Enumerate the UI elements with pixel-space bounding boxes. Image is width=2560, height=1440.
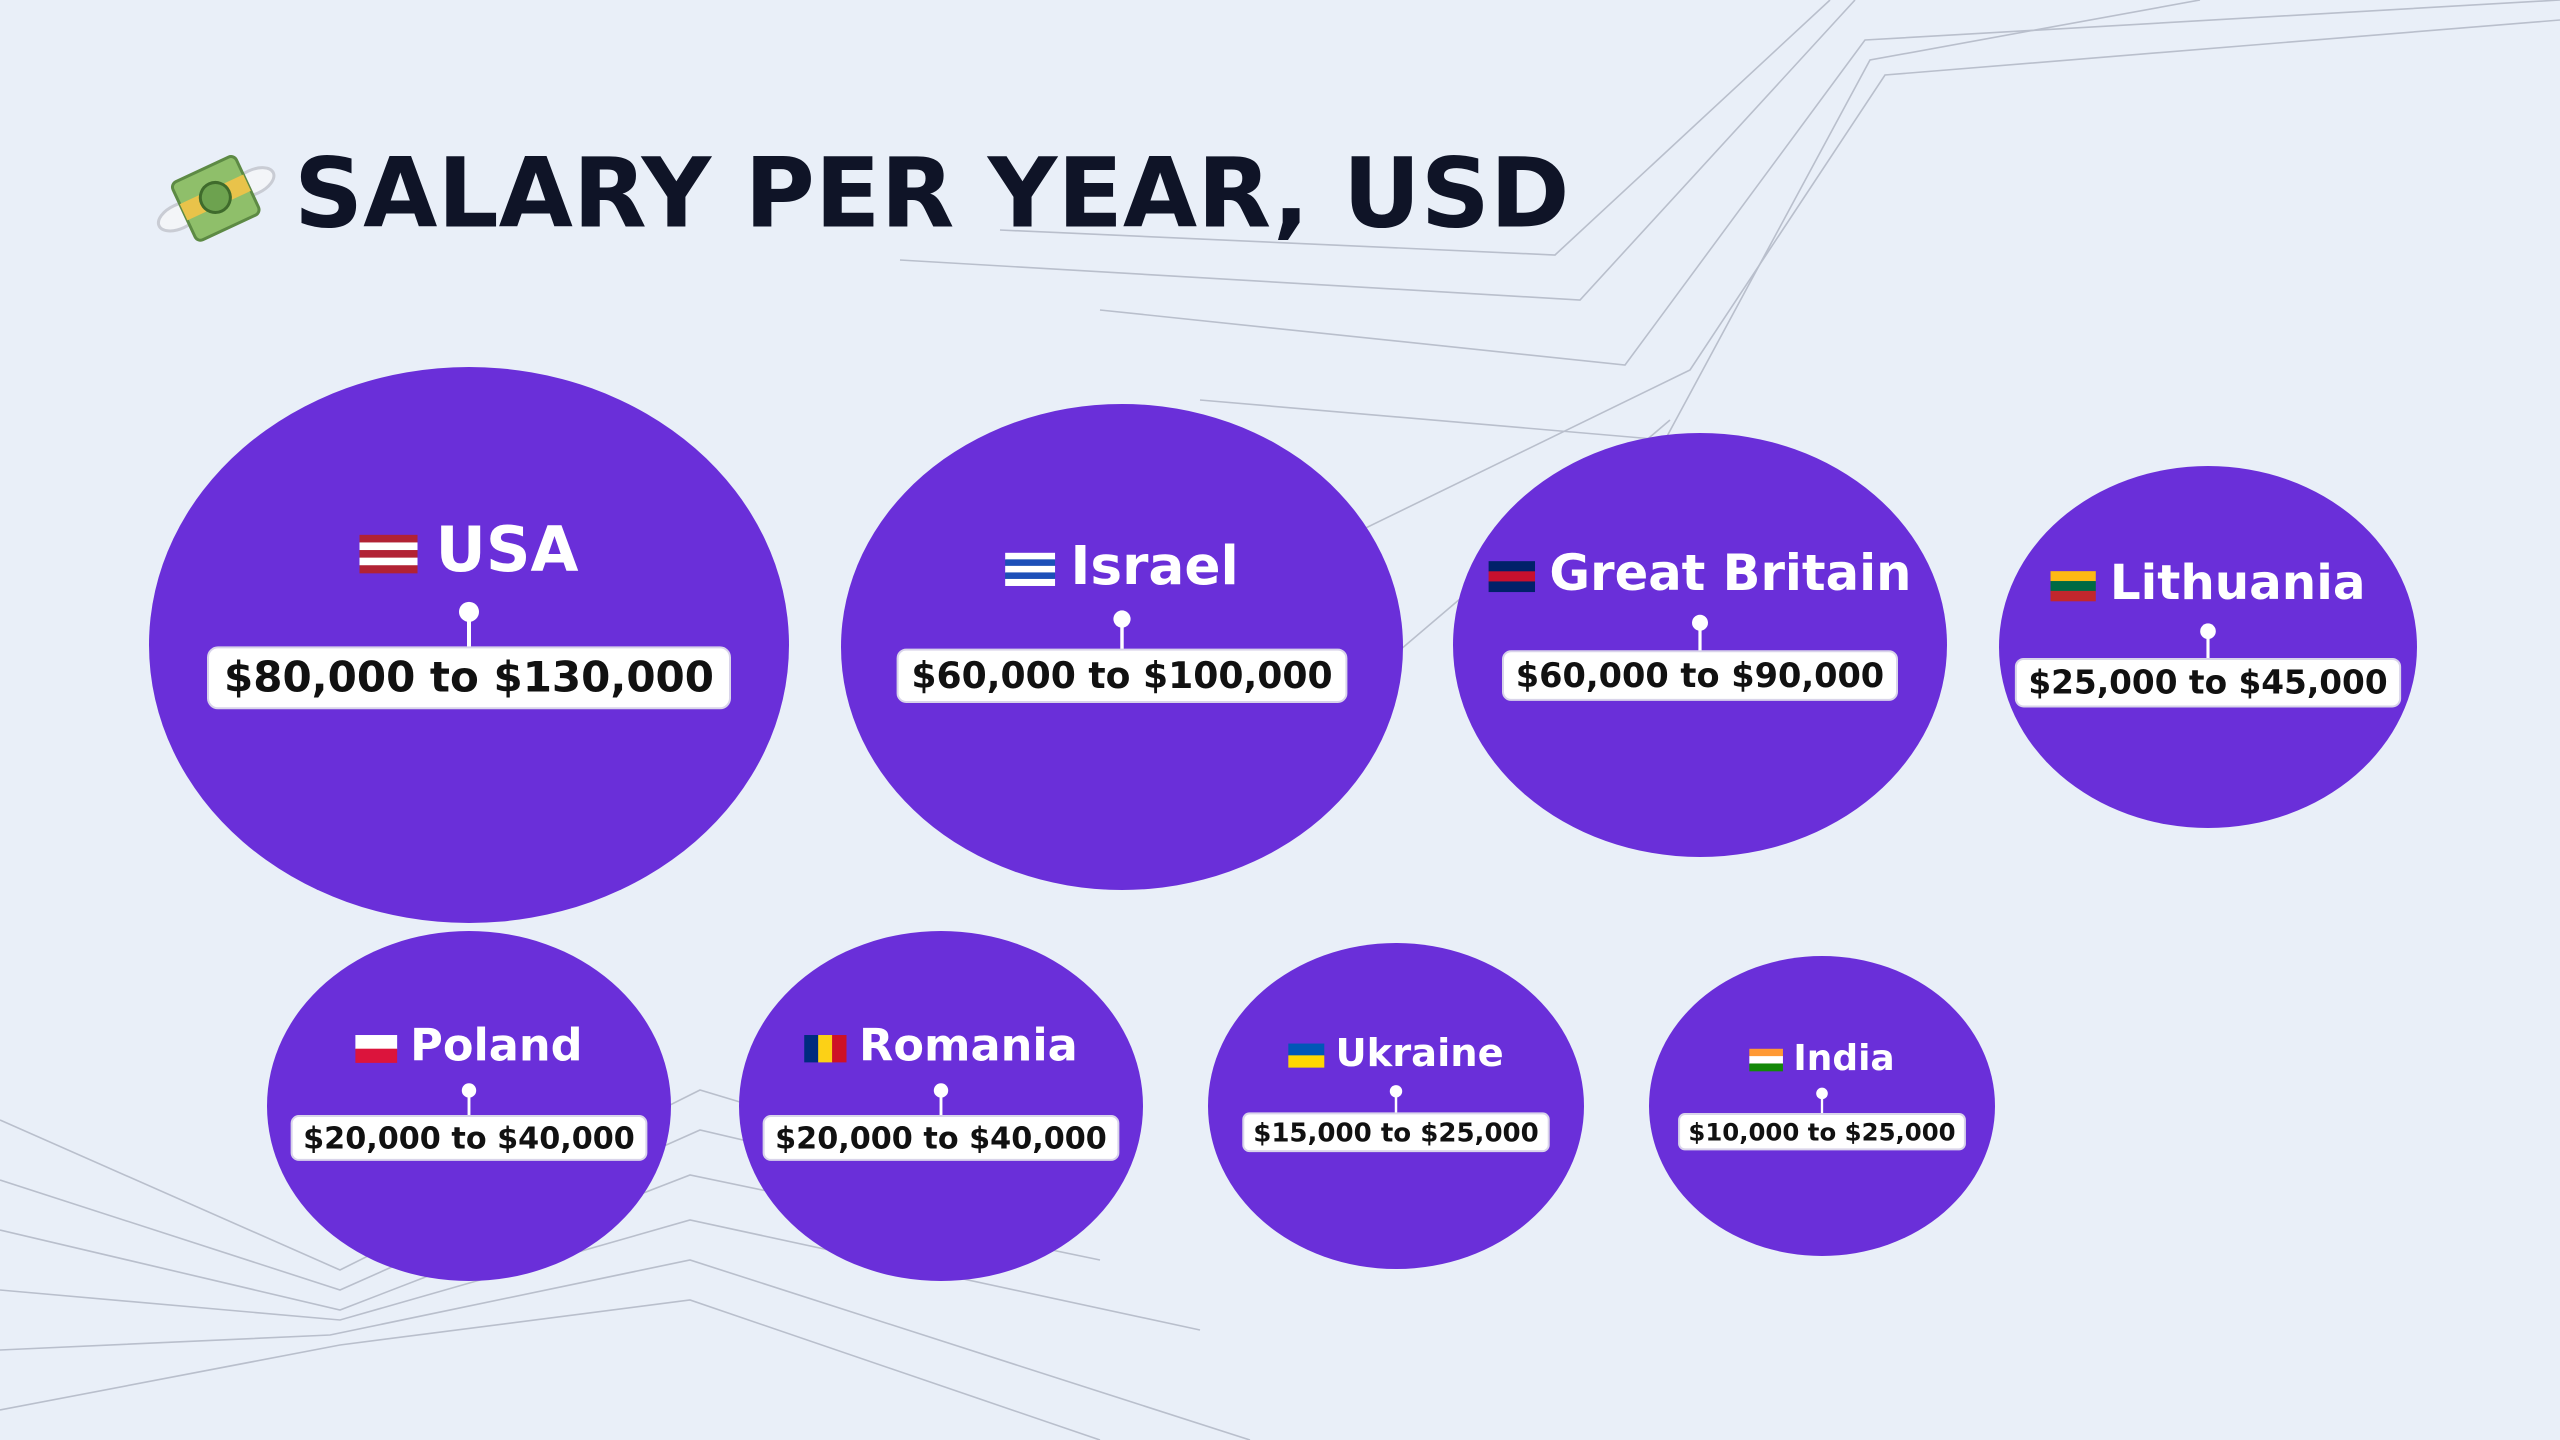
flag-icon (804, 1035, 847, 1063)
country-bubble: Poland $20,000 to $40,000 (267, 931, 671, 1281)
flag-icon (1488, 561, 1536, 593)
flag-icon (359, 534, 418, 574)
flag-icon (2050, 571, 2096, 602)
flag-stripe (804, 1035, 819, 1063)
flag-stripe (359, 542, 418, 551)
flag-stripe (1488, 581, 1536, 593)
flag-stripe (359, 557, 418, 566)
flag-stripe (1488, 561, 1536, 572)
salary-range: $60,000 to $100,000 (911, 654, 1332, 697)
flag-icon (1288, 1043, 1325, 1068)
connector-dot (1692, 614, 1708, 631)
bubbles: USA $80,000 to $130,000 Israel $60,000 to $… (149, 367, 2417, 1281)
range-box (896, 648, 1348, 703)
range-box (1678, 1113, 1966, 1151)
flag-stripe (1288, 1043, 1325, 1056)
flag-stripe (2050, 590, 2096, 602)
salary-range: $20,000 to $40,000 (775, 1121, 1107, 1156)
salary-range: $60,000 to $90,000 (1516, 656, 1884, 695)
flag-stripe (359, 565, 418, 574)
flag-stripe (1005, 552, 1056, 560)
connector-dot (461, 1083, 477, 1098)
country-name: Lithuania (2110, 555, 2366, 611)
connector-dot (459, 601, 479, 622)
flag-stripe (832, 1035, 847, 1063)
country-name: Poland (410, 1020, 583, 1072)
connector-dot (1113, 610, 1131, 628)
money-icon (156, 155, 276, 242)
range-box (207, 646, 731, 710)
connector-dot (1816, 1087, 1828, 1100)
salary-range: $10,000 to $25,000 (1688, 1118, 1955, 1147)
range-box (762, 1115, 1120, 1161)
flag-stripe (1488, 571, 1536, 582)
flag-stripe (355, 1048, 398, 1063)
flag-stripe (355, 1035, 398, 1050)
flag-stripe (1288, 1055, 1325, 1068)
country-bubble: Romania $20,000 to $40,000 (739, 931, 1143, 1281)
country-name: Ukraine (1335, 1031, 1503, 1076)
flag-stripe (1749, 1056, 1783, 1064)
title: SALARY PER YEAR, USD (294, 137, 1570, 249)
country-bubble: Great Britain $60,000 to $90,000 (1453, 433, 1947, 857)
flag-stripe (2050, 571, 2096, 582)
country-name: USA (436, 513, 579, 586)
connector-dot (1389, 1085, 1403, 1098)
country-bubble: Israel $60,000 to $100,000 (841, 404, 1403, 890)
flag-stripe (1005, 572, 1056, 580)
country-name: India (1793, 1038, 1894, 1079)
flag-stripe (1749, 1063, 1783, 1072)
range-box (1502, 650, 1898, 701)
country-name: Great Britain (1549, 544, 1911, 602)
salary-range: $80,000 to $130,000 (224, 652, 714, 701)
country-bubble: Ukraine $15,000 to $25,000 (1208, 943, 1584, 1269)
flag-stripe (2050, 581, 2096, 592)
range-box (290, 1115, 648, 1161)
flag-stripe (1005, 565, 1056, 573)
country-name: Israel (1071, 535, 1239, 597)
salary-range: $20,000 to $40,000 (303, 1121, 635, 1156)
salary-range: $15,000 to $25,000 (1253, 1119, 1539, 1149)
country-bubble: India $10,000 to $25,000 (1649, 956, 1995, 1256)
connector-dot (933, 1083, 949, 1098)
flag-stripe (359, 550, 418, 559)
flag-stripe (1005, 578, 1056, 586)
country-bubble: Lithuania $25,000 to $45,000 (1999, 466, 2417, 828)
flag-stripe (1749, 1048, 1783, 1057)
range-box (2014, 657, 2402, 708)
salary-range: $25,000 to $45,000 (2028, 664, 2387, 702)
flag-icon (355, 1035, 398, 1063)
range-box (1242, 1112, 1550, 1153)
flag-stripe (1005, 559, 1056, 567)
country-name: Romania (859, 1020, 1078, 1072)
connector-dot (2200, 623, 2216, 640)
flag-stripe (818, 1035, 833, 1063)
country-bubble: USA $80,000 to $130,000 (149, 367, 789, 923)
flag-stripe (359, 534, 418, 543)
flag-icon (1005, 552, 1056, 586)
flag-icon (1749, 1048, 1783, 1072)
